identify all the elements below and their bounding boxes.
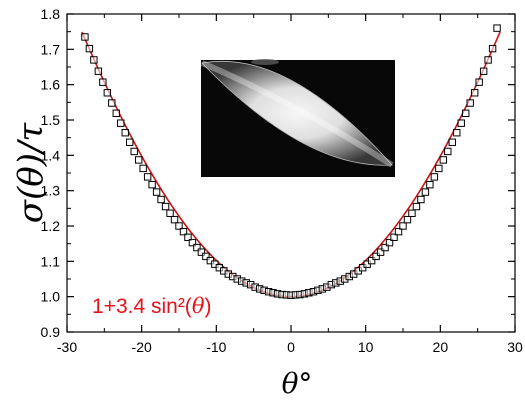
data-point (430, 173, 439, 181)
data-point (394, 227, 403, 236)
data-point (148, 180, 156, 189)
data-point (444, 147, 452, 156)
y-tick-label: 1.7 (41, 41, 61, 57)
data-point (479, 67, 488, 75)
data-point (117, 119, 125, 127)
x-tick-label: -20 (132, 339, 152, 355)
y-tick-label: 1.3 (41, 183, 61, 199)
fit-equation-suffix: ) (204, 295, 211, 318)
y-tick-label: 1.6 (41, 77, 61, 93)
data-point (453, 129, 461, 137)
data-point (448, 138, 456, 146)
data-point (175, 222, 183, 230)
x-axis-title: θ° (282, 367, 313, 400)
x-tick-label: 0 (287, 339, 295, 355)
fit-equation-prefix: 1+3.4 sin²( (92, 295, 192, 318)
data-point (462, 109, 470, 117)
data-point (152, 188, 161, 196)
data-point (179, 227, 188, 236)
data-point (126, 138, 134, 146)
data-point (161, 202, 170, 211)
y-tick-label: 1.0 (41, 289, 61, 305)
data-point (99, 78, 107, 86)
fit-equation-variable: θ (192, 294, 205, 318)
data-point (475, 78, 483, 86)
data-point (381, 243, 389, 252)
data-point (484, 56, 492, 64)
data-point (367, 256, 376, 265)
data-point (90, 56, 98, 64)
data-point (134, 156, 143, 164)
data-point (103, 89, 112, 97)
data-point (385, 238, 394, 247)
x-tick-label: -10 (206, 339, 226, 355)
data-point (166, 209, 174, 217)
data-point (417, 195, 425, 204)
data-point (435, 164, 443, 173)
inset-image (200, 59, 395, 177)
data-point (390, 233, 398, 242)
data-point (439, 156, 448, 164)
y-tick-label: 1.2 (41, 218, 61, 234)
data-point (412, 202, 421, 211)
data-point (457, 119, 465, 127)
data-point (85, 44, 94, 53)
data-point (184, 233, 192, 242)
data-point (488, 44, 497, 53)
y-tick-label: 1.8 (41, 6, 61, 22)
data-point (470, 89, 479, 97)
x-tick-label: 20 (433, 339, 449, 355)
data-point (426, 180, 434, 189)
data-point (130, 147, 138, 156)
data-point (202, 252, 210, 261)
data-point (421, 188, 430, 196)
data-point (197, 248, 206, 256)
fit-equation-label: 1+3.4 sin²(θ) (92, 294, 211, 318)
y-tick-label: 0.9 (41, 324, 61, 340)
data-point (108, 99, 116, 107)
y-axis-title: σ(θ)/τ (11, 122, 51, 224)
data-point (139, 164, 147, 173)
data-point (193, 243, 201, 252)
data-point (399, 222, 407, 230)
y-tick-label: 1.1 (41, 253, 61, 269)
data-point (466, 99, 474, 107)
x-tick-label: -30 (57, 339, 77, 355)
data-point (121, 129, 129, 137)
data-point (143, 173, 152, 181)
data-point (94, 67, 103, 75)
data-point (81, 33, 89, 41)
data-point (112, 109, 120, 117)
x-tick-label: 30 (507, 339, 523, 355)
y-tick-label: 1.5 (41, 112, 61, 128)
x-tick-label: 10 (358, 339, 374, 355)
data-point (408, 209, 416, 217)
data-point (372, 252, 380, 261)
data-point (170, 215, 179, 224)
data-point (188, 238, 197, 247)
data-point (493, 24, 501, 32)
data-point (157, 195, 165, 204)
data-point (376, 248, 385, 256)
data-point (403, 215, 412, 224)
y-tick-label: 1.4 (41, 147, 61, 163)
